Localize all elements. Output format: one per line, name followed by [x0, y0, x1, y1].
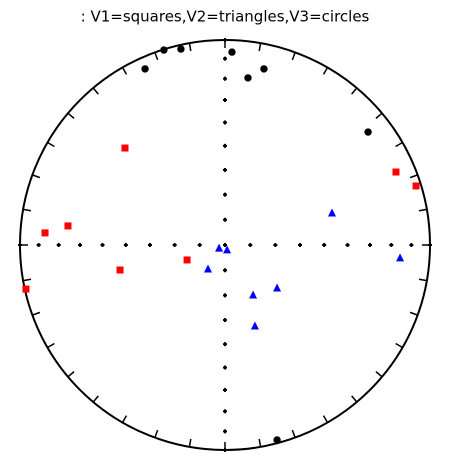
rim-tick — [188, 42, 192, 52]
point — [260, 65, 268, 73]
rim-tick — [291, 429, 296, 438]
point — [273, 436, 281, 444]
rim-tick — [67, 112, 75, 119]
rim-tick — [409, 174, 418, 179]
point — [203, 264, 212, 273]
point — [64, 222, 72, 230]
rim-tick — [47, 342, 55, 349]
rim-tick — [32, 311, 41, 316]
point — [392, 168, 400, 176]
rim-tick — [375, 112, 383, 119]
rim-tick — [322, 67, 329, 75]
point — [412, 182, 420, 190]
rim-tick — [418, 208, 428, 212]
rim-tick — [291, 52, 296, 61]
rim-tick — [418, 278, 428, 282]
point — [364, 128, 372, 136]
point — [121, 144, 129, 152]
rim-tick — [22, 208, 32, 212]
rim-tick — [395, 141, 403, 148]
rim-tick — [322, 415, 329, 423]
point — [244, 74, 252, 82]
rim-tick — [154, 52, 159, 61]
rim-tick — [409, 311, 418, 316]
point — [177, 45, 185, 53]
rim-tick — [47, 141, 55, 148]
rim-tick — [154, 429, 159, 438]
chart-title: : V1=squares,V2=triangles,V3=circles — [81, 8, 370, 26]
point — [328, 208, 337, 217]
point — [160, 46, 168, 54]
rim-tick — [351, 87, 358, 95]
rim-tick — [258, 438, 262, 448]
point — [223, 245, 232, 254]
point — [22, 285, 30, 293]
rim-tick — [351, 395, 358, 403]
point — [116, 266, 124, 274]
point — [396, 253, 405, 262]
rim-tick — [22, 278, 32, 282]
point — [250, 321, 259, 330]
point — [249, 290, 258, 299]
rim-tick — [188, 438, 192, 448]
rim-tick — [92, 87, 99, 95]
rim-tick — [395, 342, 403, 349]
rim-tick — [121, 67, 128, 75]
rim-tick — [67, 371, 75, 378]
point — [228, 48, 236, 56]
point — [273, 283, 282, 292]
rim-tick — [92, 395, 99, 403]
point — [215, 243, 224, 252]
point — [141, 65, 149, 73]
rim-tick — [375, 371, 383, 378]
point — [41, 229, 49, 237]
rim-tick — [32, 174, 41, 179]
rim-tick — [258, 42, 262, 52]
rim-tick — [121, 415, 128, 423]
point — [183, 256, 191, 264]
